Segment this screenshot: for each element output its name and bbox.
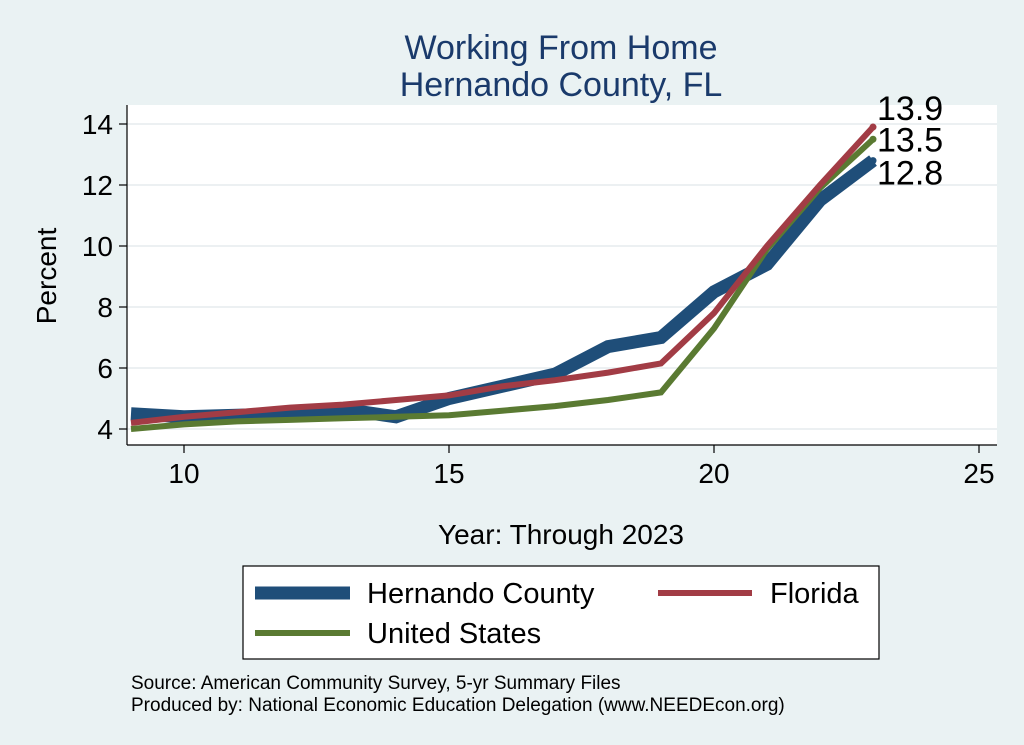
x-tick-label-20: 20 xyxy=(698,458,729,489)
x-tick-label-25: 25 xyxy=(963,458,994,489)
y-tick-label-4: 4 xyxy=(97,414,113,445)
legend-label-united-states: United States xyxy=(367,618,541,650)
x-tick-label-15: 15 xyxy=(433,458,464,489)
end-label-florida: 13.9 xyxy=(877,90,943,128)
legend-label-hernando-county: Hernando County xyxy=(367,578,595,610)
legend-box xyxy=(242,565,880,660)
series-end-point-hernando-county xyxy=(869,157,877,165)
x-axis-label: Year: Through 2023 xyxy=(438,519,684,550)
x-tick-label-10: 10 xyxy=(168,458,199,489)
end-labels: 12.8 13.913.5 xyxy=(877,90,943,193)
y-tick-label-14: 14 xyxy=(82,109,113,140)
plot-area xyxy=(127,105,997,445)
y-axis-label: Percent xyxy=(31,228,62,325)
producer-note: Produced by: National Economic Education… xyxy=(131,695,785,716)
series-line-florida xyxy=(130,125,876,426)
chart-title-line-2: Hernando County, FL xyxy=(400,66,723,104)
y-tick-label-12: 12 xyxy=(82,170,113,201)
series-end-point-united-states xyxy=(869,135,877,143)
end-label-hernando-county: 12.8 xyxy=(877,155,943,193)
legend-label-florida: Florida xyxy=(770,578,860,610)
y-tick-label-6: 6 xyxy=(97,353,113,384)
y-tick-label-8: 8 xyxy=(97,292,113,323)
axes: 4 6 8 10 12 14 10 15 20 25 xyxy=(82,105,997,489)
series-lines xyxy=(130,123,877,432)
legend: Hernando County Florida United States xyxy=(242,565,880,660)
chart-title-line-1: Working From Home xyxy=(405,29,718,67)
end-label-united-states: 13.5 xyxy=(877,121,943,159)
series-line-united-states xyxy=(130,137,876,432)
series-end-point-florida xyxy=(869,123,877,131)
y-tick-label-10: 10 xyxy=(82,231,113,262)
gridlines xyxy=(127,123,997,430)
source-note: Source: American Community Survey, 5-yr … xyxy=(131,673,621,694)
